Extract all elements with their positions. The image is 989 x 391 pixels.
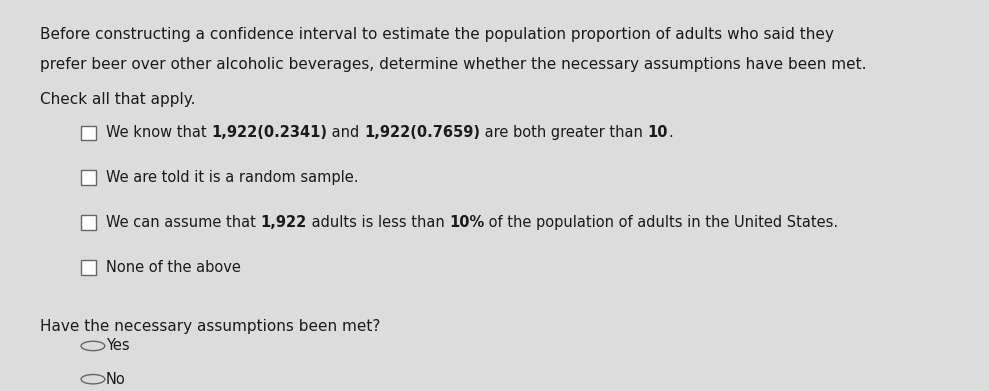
Text: and: and (327, 126, 364, 140)
Text: None of the above: None of the above (106, 260, 240, 275)
Text: We are told it is a random sample.: We are told it is a random sample. (106, 170, 358, 185)
Text: Before constructing a confidence interval to estimate the population proportion : Before constructing a confidence interva… (40, 27, 834, 42)
Text: prefer beer over other alcoholic beverages, determine whether the necessary assu: prefer beer over other alcoholic beverag… (40, 57, 866, 72)
Bar (81, 170, 96, 185)
Text: We can assume that: We can assume that (106, 215, 260, 230)
Text: Check all that apply.: Check all that apply. (40, 92, 195, 107)
Text: 10: 10 (648, 126, 668, 140)
Text: of the population of adults in the United States.: of the population of adults in the Unite… (485, 215, 839, 230)
Ellipse shape (81, 341, 105, 351)
Text: We know that: We know that (106, 126, 211, 140)
Text: Have the necessary assumptions been met?: Have the necessary assumptions been met? (40, 319, 380, 334)
Text: .: . (668, 126, 673, 140)
Text: adults is less than: adults is less than (307, 215, 449, 230)
Bar (81, 260, 96, 275)
Text: 1,922: 1,922 (260, 215, 307, 230)
Bar (81, 126, 96, 140)
Text: No: No (106, 372, 126, 387)
Text: Yes: Yes (106, 339, 130, 353)
Text: 10%: 10% (449, 215, 485, 230)
Bar (81, 215, 96, 230)
Ellipse shape (81, 375, 105, 384)
Text: are both greater than: are both greater than (480, 126, 648, 140)
Text: 1,922(0.7659): 1,922(0.7659) (364, 126, 480, 140)
Text: 1,922(0.2341): 1,922(0.2341) (211, 126, 327, 140)
